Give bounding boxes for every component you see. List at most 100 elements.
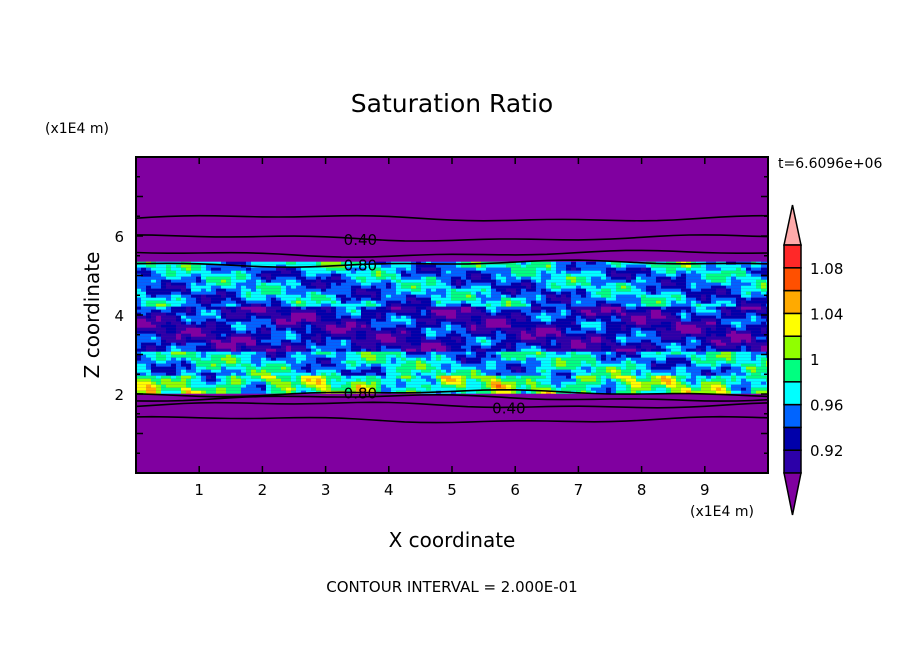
heatmap-cell — [546, 315, 551, 319]
heatmap-cell — [161, 312, 166, 316]
heatmap-cell — [626, 294, 631, 298]
heatmap-cell — [756, 303, 761, 307]
heatmap-cell — [146, 291, 151, 295]
heatmap-cell — [656, 357, 661, 361]
heatmap-cell — [571, 369, 576, 373]
heatmap-cell — [521, 357, 526, 361]
heatmap-cell — [656, 300, 661, 304]
heatmap-cell — [721, 345, 726, 349]
heatmap-cell — [436, 276, 441, 280]
heatmap-cell — [601, 267, 606, 271]
heatmap-cell — [306, 294, 311, 298]
heatmap-cell — [146, 351, 151, 355]
heatmap-cell — [686, 381, 691, 385]
heatmap-cell — [636, 381, 641, 385]
heatmap-cell — [516, 336, 521, 340]
heatmap-cell — [666, 273, 671, 277]
heatmap-cell — [466, 303, 471, 307]
heatmap-cell — [251, 321, 256, 325]
heatmap-cell — [751, 300, 756, 304]
heatmap-cell — [226, 297, 231, 301]
heatmap-cell — [721, 360, 726, 364]
heatmap-cell — [726, 366, 731, 370]
heatmap-cell — [621, 360, 626, 364]
heatmap-cell — [741, 285, 746, 289]
heatmap-cell — [521, 288, 526, 292]
heatmap-cell — [506, 363, 511, 367]
heatmap-cell — [621, 327, 626, 331]
heatmap-cell — [311, 339, 316, 343]
heatmap-cell — [261, 300, 266, 304]
heatmap-cell — [476, 330, 481, 334]
heatmap-cell — [371, 267, 376, 271]
heatmap-cell — [756, 327, 761, 331]
heatmap-cell — [281, 267, 286, 271]
heatmap-cell — [256, 381, 261, 385]
heatmap-cell — [501, 288, 506, 292]
heatmap-cell — [311, 306, 316, 310]
heatmap-cell — [531, 372, 536, 376]
heatmap-cell — [516, 291, 521, 295]
heatmap-cell — [576, 300, 581, 304]
heatmap-cell — [606, 327, 611, 331]
heatmap-cell — [631, 366, 636, 370]
heatmap-cell — [331, 276, 336, 280]
heatmap-cell — [591, 372, 596, 376]
heatmap-cell — [711, 303, 716, 307]
heatmap-cell — [636, 297, 641, 301]
heatmap-cell — [676, 345, 681, 349]
heatmap-cell — [376, 321, 381, 325]
heatmap-cell — [236, 279, 241, 283]
heatmap-cell — [521, 264, 526, 268]
heatmap-cell — [581, 327, 586, 331]
heatmap-cell — [186, 357, 191, 361]
heatmap-cell — [396, 279, 401, 283]
heatmap-cell — [176, 339, 181, 343]
heatmap-cell — [561, 351, 566, 355]
heatmap-cell — [391, 363, 396, 367]
heatmap-cell — [456, 279, 461, 283]
heatmap-cell — [621, 342, 626, 346]
heatmap-cell — [186, 372, 191, 376]
heatmap-cell — [496, 363, 501, 367]
heatmap-cell — [681, 372, 686, 376]
heatmap-cell — [291, 291, 296, 295]
heatmap-cell — [371, 351, 376, 355]
heatmap-cell — [606, 288, 611, 292]
heatmap-cell — [656, 321, 661, 325]
heatmap-cell — [371, 375, 376, 379]
heatmap-cell — [236, 363, 241, 367]
heatmap-cell — [721, 330, 726, 334]
heatmap-cell — [581, 339, 586, 343]
heatmap-cell — [381, 375, 386, 379]
heatmap-cell — [551, 291, 556, 295]
heatmap-cell — [316, 285, 321, 289]
heatmap-cell — [351, 261, 356, 265]
heatmap-cell — [516, 369, 521, 373]
heatmap-cell — [341, 273, 346, 277]
heatmap-cell — [441, 276, 446, 280]
heatmap-cell — [741, 330, 746, 334]
heatmap-cell — [201, 288, 206, 292]
heatmap-cell — [451, 270, 456, 274]
heatmap-cell — [461, 330, 466, 334]
heatmap-cell — [321, 330, 326, 334]
heatmap-cell — [706, 339, 711, 343]
heatmap-cell — [711, 369, 716, 373]
heatmap-cell — [661, 342, 666, 346]
heatmap-cell — [321, 354, 326, 358]
heatmap-cell — [226, 369, 231, 373]
heatmap-cell — [151, 339, 156, 343]
heatmap-cell — [696, 324, 701, 328]
heatmap-cell — [616, 375, 621, 379]
heatmap-cell — [701, 351, 706, 355]
heatmap-cell — [281, 273, 286, 277]
heatmap-cell — [346, 309, 351, 313]
heatmap-cell — [286, 354, 291, 358]
heatmap-cell — [566, 318, 571, 322]
heatmap-cell — [471, 336, 476, 340]
heatmap-cell — [356, 261, 361, 265]
heatmap-cell — [401, 297, 406, 301]
heatmap-cell — [596, 378, 601, 382]
heatmap-cell — [751, 345, 756, 349]
